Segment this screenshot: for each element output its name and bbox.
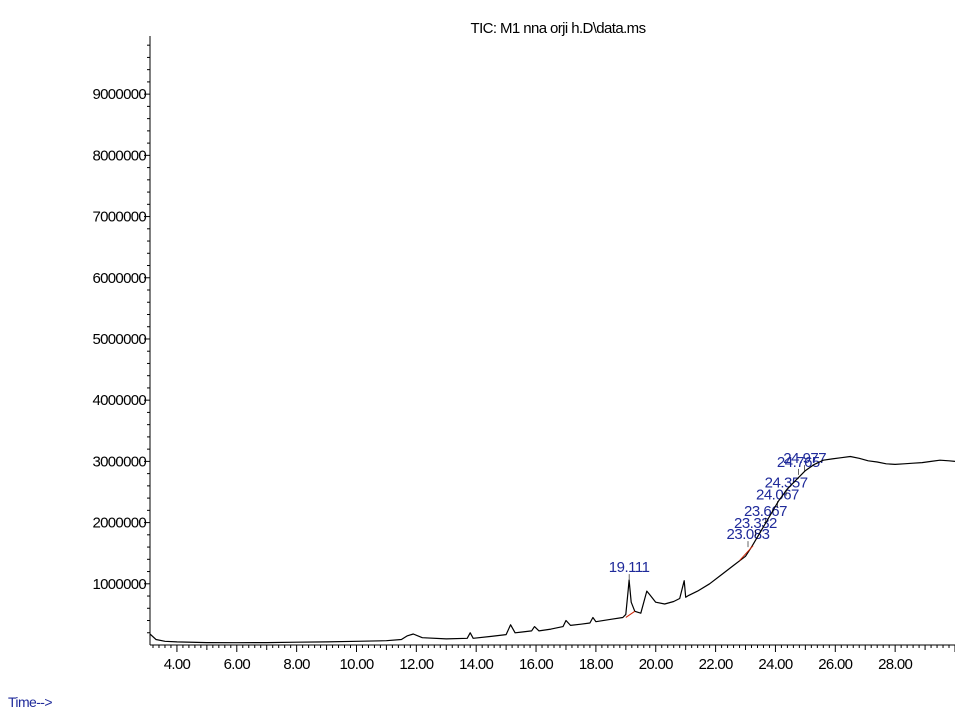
x-tick-label: 24.00 bbox=[758, 656, 792, 673]
peak-label: 24.357 bbox=[765, 475, 808, 492]
x-tick-label: 12.00 bbox=[399, 656, 433, 673]
integration-baseline bbox=[625, 610, 636, 618]
x-tick-label: 6.00 bbox=[224, 656, 251, 673]
y-tick-label: 5000000 bbox=[93, 331, 147, 348]
y-tick-label: 9000000 bbox=[93, 86, 147, 103]
y-tick-label: 6000000 bbox=[93, 270, 147, 287]
chart-title: TIC: M1 nna orji h.D\data.ms bbox=[471, 20, 646, 37]
peak-label: 23.667 bbox=[744, 503, 787, 520]
y-tick-label: 7000000 bbox=[93, 209, 147, 226]
y-tick-label: 3000000 bbox=[93, 453, 147, 470]
integration-baseline bbox=[739, 545, 754, 561]
x-axis-label: Time--> bbox=[8, 694, 52, 710]
tic-series-line bbox=[149, 455, 955, 644]
x-axis: 4.00 6.00 8.00 10.00 12.00 14.00 16.00 18.00 20.… bbox=[150, 644, 955, 673]
x-tick-label: 8.00 bbox=[283, 656, 310, 673]
peak-label: 19.111 bbox=[609, 559, 650, 576]
x-tick-label: 26.00 bbox=[818, 656, 852, 673]
x-tick-label: 28.00 bbox=[878, 656, 912, 673]
x-tick-label: 20.00 bbox=[639, 656, 673, 673]
peak-label: 24.977 bbox=[783, 450, 826, 467]
peak-label: 23.332 bbox=[734, 515, 777, 532]
peak-label: 24.067 bbox=[756, 486, 799, 503]
y-axis: 1000000 2000000 3000000 4000000 5000000 60000… bbox=[93, 36, 151, 645]
x-tick-label: 4.00 bbox=[164, 656, 191, 673]
x-tick-label: 22.00 bbox=[699, 656, 733, 673]
peak-label: 24.765 bbox=[777, 454, 820, 471]
trace-layer bbox=[149, 455, 955, 644]
x-tick-label: 16.00 bbox=[519, 656, 553, 673]
x-tick-label: 14.00 bbox=[459, 656, 493, 673]
y-tick-label: 2000000 bbox=[93, 515, 147, 532]
peak-label: 23.083 bbox=[727, 526, 770, 543]
x-tick-label: 10.00 bbox=[339, 656, 373, 673]
x-tick-label: 18.00 bbox=[579, 656, 613, 673]
y-tick-label: 8000000 bbox=[93, 147, 147, 164]
y-tick-label: 1000000 bbox=[93, 576, 147, 593]
y-tick-label: 4000000 bbox=[93, 392, 147, 409]
